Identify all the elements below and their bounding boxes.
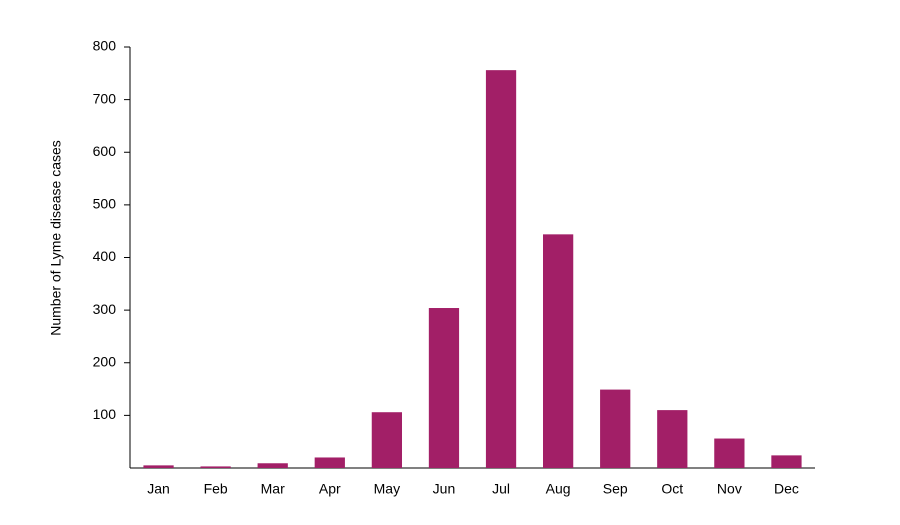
y-tick-label: 400 [93, 248, 117, 264]
bar [542, 234, 574, 468]
bar [714, 438, 745, 468]
x-tick-label: Oct [661, 481, 683, 497]
x-tick-label: May [374, 481, 400, 497]
y-axis-label: Number of Lyme disease cases [48, 140, 64, 336]
y-tick-label: 600 [93, 143, 117, 159]
x-tick-label: Jan [147, 481, 170, 497]
y-tick-label: 100 [93, 406, 117, 422]
bar [257, 463, 288, 468]
bar [771, 455, 802, 468]
bar [428, 308, 460, 468]
x-tick-label: Dec [774, 481, 799, 497]
bar [371, 412, 403, 468]
y-tick-label: 500 [93, 196, 117, 212]
bar [600, 389, 631, 468]
x-tick-label: Aug [546, 481, 571, 497]
y-tick-label: 800 [93, 38, 117, 54]
x-tick-label: Feb [204, 481, 228, 497]
bar [485, 70, 517, 468]
y-tick-label: 300 [93, 301, 117, 317]
bar [657, 410, 688, 468]
bar [200, 466, 231, 468]
x-tick-label: Mar [261, 481, 285, 497]
x-tick-label: Jun [433, 481, 456, 497]
bar [314, 457, 345, 468]
x-tick-label: Jul [492, 481, 510, 497]
x-tick-label: Nov [717, 481, 742, 497]
x-tick-label: Apr [319, 481, 341, 497]
x-tick-label: Sep [603, 481, 628, 497]
y-tick-label: 700 [93, 90, 117, 106]
y-tick-label: 200 [93, 353, 117, 369]
bar [143, 465, 174, 468]
